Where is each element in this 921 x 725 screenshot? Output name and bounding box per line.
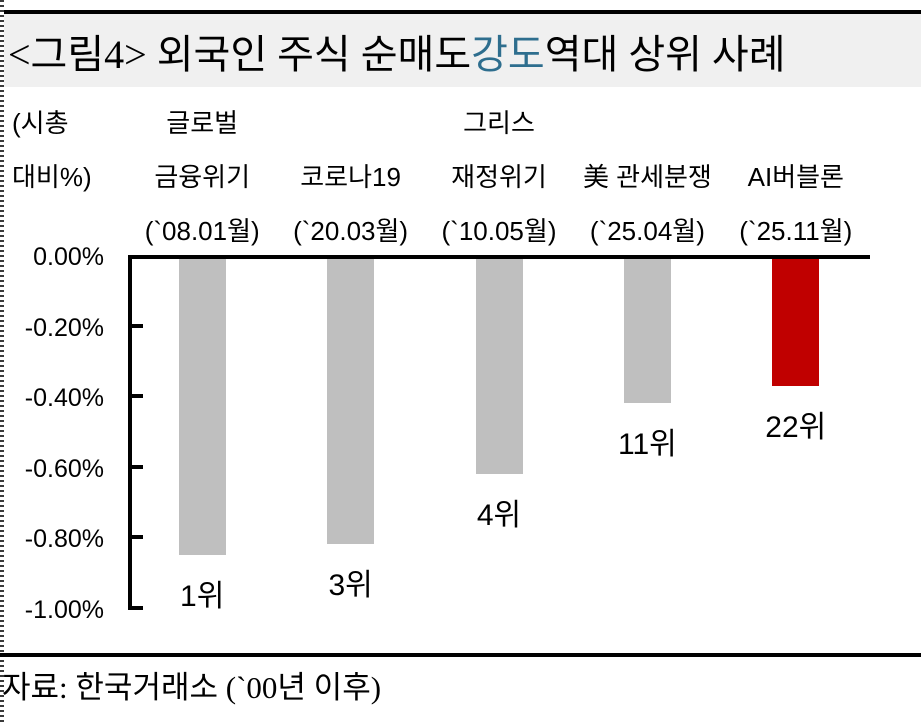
y-axis-line bbox=[128, 255, 132, 610]
y-tick-label: -0.60% bbox=[24, 454, 104, 483]
category-label-line bbox=[714, 96, 878, 150]
rank-label: 1위 bbox=[180, 580, 225, 613]
category-label-line bbox=[565, 96, 729, 150]
figure-title-suffix: 역대 상위 사례 bbox=[544, 31, 786, 77]
category-label-line: (`10.05월) bbox=[441, 216, 557, 246]
rank-label: 4위 bbox=[476, 499, 522, 532]
figure-title-bar: <그림4> 외국인 주식 순매도 강도 역대 상위 사례 bbox=[4, 10, 921, 87]
figure-title-highlight: 강도 bbox=[471, 31, 545, 77]
category-label-line: AI버블론 bbox=[747, 162, 844, 192]
rank-label: 3위 bbox=[328, 569, 373, 602]
y-tick-label: -0.20% bbox=[24, 313, 104, 342]
y-tick-label: -1.00% bbox=[24, 596, 104, 624]
y-tick-label: 0.00% bbox=[33, 243, 104, 271]
y-tick-mark bbox=[132, 606, 143, 610]
category-label-line: 글로벌 bbox=[166, 108, 239, 138]
figure-title-prefix: <그림4> 외국인 주식 순매도 bbox=[8, 31, 472, 77]
category-label: AI버블론 (`25.11월) bbox=[714, 96, 878, 258]
category-label-line bbox=[269, 96, 433, 150]
category-label-line: 금융위기 bbox=[154, 162, 251, 192]
y-tick-mark bbox=[132, 535, 143, 540]
bar bbox=[327, 259, 375, 544]
category-label-line: (`08.01월) bbox=[144, 216, 260, 246]
bar bbox=[475, 259, 523, 474]
y-axis-unit-line2: 대비%) bbox=[12, 162, 92, 192]
y-tick-label: -0.40% bbox=[24, 384, 104, 413]
page-edge-dotted-border bbox=[0, 0, 4, 725]
y-axis-unit-line1: (시총 bbox=[12, 108, 69, 138]
category-label: 美 관세분쟁 (`25.04월) bbox=[565, 96, 729, 258]
bar bbox=[772, 259, 820, 386]
bottom-separator-line bbox=[0, 653, 921, 657]
bar bbox=[623, 259, 671, 403]
y-tick-mark bbox=[132, 464, 143, 469]
category-label-line: 그리스 bbox=[463, 108, 535, 138]
category-label-line: (`25.04월) bbox=[589, 216, 705, 246]
category-label: 코로나19 (`20.03월) bbox=[269, 96, 433, 258]
category-label-line: 코로나19 bbox=[300, 162, 401, 192]
rank-label: 22위 bbox=[765, 411, 827, 444]
y-tick-label: -0.80% bbox=[24, 525, 104, 554]
zero-baseline bbox=[128, 255, 870, 259]
bar bbox=[178, 259, 226, 555]
category-label-line: 재정위기 bbox=[451, 162, 547, 192]
category-label-line: (`20.03월) bbox=[293, 216, 409, 246]
category-label-line: 美 관세분쟁 bbox=[582, 162, 712, 192]
y-axis-unit-label: (시총 대비%) bbox=[12, 96, 142, 204]
source-note: 자료: 한국거래소 (`00년 이후) bbox=[2, 670, 382, 705]
rank-label: 11위 bbox=[618, 428, 677, 461]
y-tick-mark bbox=[132, 394, 143, 399]
category-label-line: (`25.11월) bbox=[739, 216, 853, 246]
y-tick-mark bbox=[132, 323, 143, 328]
